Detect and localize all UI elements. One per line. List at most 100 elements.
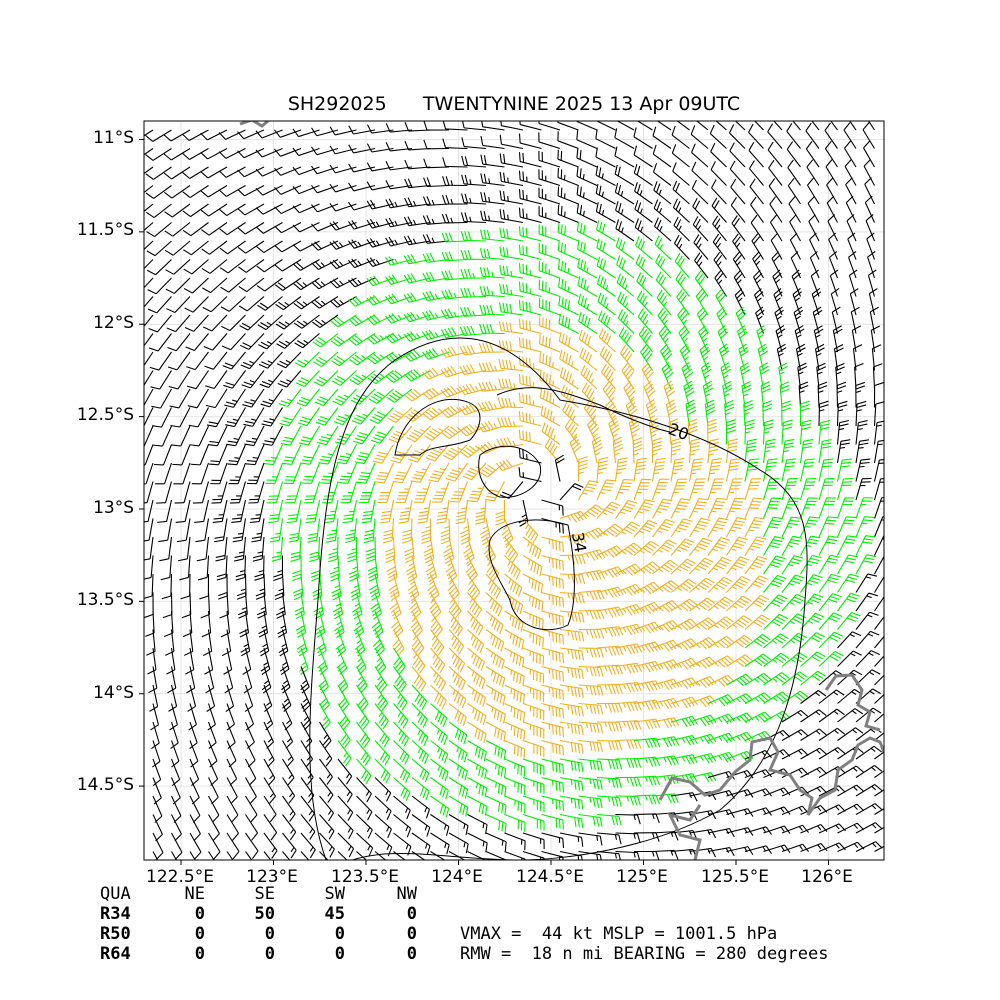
wind-barb bbox=[672, 180, 690, 205]
wind-barb bbox=[200, 185, 228, 198]
wind-barb bbox=[709, 124, 727, 149]
wind-barb bbox=[636, 272, 653, 297]
wind-barb bbox=[347, 536, 358, 563]
wind-barb bbox=[736, 324, 748, 353]
wind-barb bbox=[867, 269, 877, 297]
wind-barb bbox=[651, 437, 662, 464]
wind-barb bbox=[180, 573, 191, 600]
wind-barb bbox=[744, 458, 759, 482]
wind-barb bbox=[818, 612, 843, 630]
wind-barb bbox=[773, 121, 783, 131]
wind-barb bbox=[714, 270, 727, 297]
table-cell: 0 bbox=[406, 904, 417, 924]
wind-barb bbox=[274, 277, 302, 291]
wind-barb bbox=[175, 499, 191, 523]
wind-barb bbox=[440, 308, 468, 319]
wind-barb bbox=[848, 269, 858, 297]
wind-barb bbox=[830, 288, 840, 316]
wind-barb bbox=[671, 125, 690, 149]
wind-barb bbox=[371, 610, 384, 638]
wind-barb bbox=[499, 264, 524, 279]
wind-barb bbox=[232, 518, 247, 543]
gridlines bbox=[144, 121, 884, 860]
wind-barb bbox=[459, 325, 487, 337]
wind-barb bbox=[633, 519, 658, 538]
wind-barb bbox=[587, 417, 600, 445]
wind-barb bbox=[581, 382, 598, 408]
wind-barb bbox=[447, 573, 460, 601]
wind-barb bbox=[220, 296, 246, 312]
wind-barb bbox=[540, 405, 561, 427]
wind-barb bbox=[806, 159, 820, 186]
wind-barb bbox=[144, 499, 154, 523]
wind-barb bbox=[169, 388, 191, 409]
wind-barb bbox=[596, 456, 609, 482]
wind-barb bbox=[595, 165, 616, 186]
wind-barb bbox=[480, 229, 505, 242]
wind-barb bbox=[781, 419, 793, 445]
wind-barb bbox=[460, 231, 487, 242]
wind-barb bbox=[868, 121, 875, 131]
wind-barb bbox=[538, 132, 561, 150]
wind-barb bbox=[184, 314, 209, 332]
wind-barb bbox=[361, 499, 376, 524]
wind-barb bbox=[707, 556, 732, 575]
wind-barb bbox=[600, 363, 616, 390]
wind-barb bbox=[237, 222, 265, 235]
wind-barb bbox=[144, 425, 154, 447]
wind-barb bbox=[329, 240, 357, 250]
wind-barb bbox=[329, 203, 357, 212]
wind-barb bbox=[348, 220, 376, 230]
wind-barb bbox=[442, 157, 468, 168]
row-label: R64 bbox=[100, 944, 131, 964]
wind-barb bbox=[367, 555, 379, 582]
wind-barb bbox=[634, 182, 653, 205]
wind-barb bbox=[707, 497, 727, 519]
wind-barb bbox=[781, 400, 791, 427]
wind-barb bbox=[577, 294, 598, 316]
wind-barb bbox=[411, 629, 425, 656]
wind-barb bbox=[256, 277, 283, 292]
wind-barb bbox=[692, 216, 709, 242]
wind-barb bbox=[498, 359, 524, 372]
wind-barb bbox=[228, 462, 247, 485]
wind-barb bbox=[425, 555, 438, 583]
wind-barb bbox=[578, 329, 598, 353]
wind-barb bbox=[282, 444, 302, 465]
wind-barb bbox=[385, 274, 413, 285]
wind-barb bbox=[366, 536, 377, 563]
wind-barb bbox=[192, 481, 210, 504]
wind-barb bbox=[163, 129, 191, 142]
wind-barb bbox=[174, 481, 191, 504]
wind-barb bbox=[227, 444, 247, 466]
wind-barb bbox=[332, 388, 357, 406]
wind-barb bbox=[769, 196, 783, 223]
wind-barb bbox=[182, 222, 209, 237]
wind-barb bbox=[149, 333, 172, 352]
wind-barb bbox=[654, 217, 672, 242]
wind-barb bbox=[276, 333, 302, 349]
wind-barb bbox=[750, 214, 764, 242]
wind-barb bbox=[855, 573, 878, 593]
wind-barb bbox=[633, 621, 662, 634]
wind-barb bbox=[430, 629, 445, 656]
wind-barb bbox=[539, 388, 561, 408]
wind-barb bbox=[707, 616, 734, 630]
wind-barb bbox=[559, 573, 586, 585]
wind-barbs bbox=[144, 121, 884, 860]
wind-barb bbox=[636, 121, 653, 131]
wind-barb bbox=[518, 189, 542, 205]
wind-barb bbox=[578, 609, 605, 620]
wind-barb bbox=[332, 592, 344, 620]
wind-barb bbox=[538, 242, 561, 261]
wind-barb bbox=[794, 325, 805, 353]
wind-barb bbox=[499, 227, 524, 242]
wind-barb bbox=[730, 197, 746, 223]
wind-barb bbox=[348, 555, 359, 582]
wind-barb bbox=[172, 444, 191, 466]
wind-barb bbox=[384, 293, 413, 305]
wind-barb bbox=[204, 351, 228, 370]
wind-barb bbox=[725, 419, 736, 445]
wind-barb bbox=[726, 536, 749, 556]
wind-barb bbox=[144, 277, 154, 289]
